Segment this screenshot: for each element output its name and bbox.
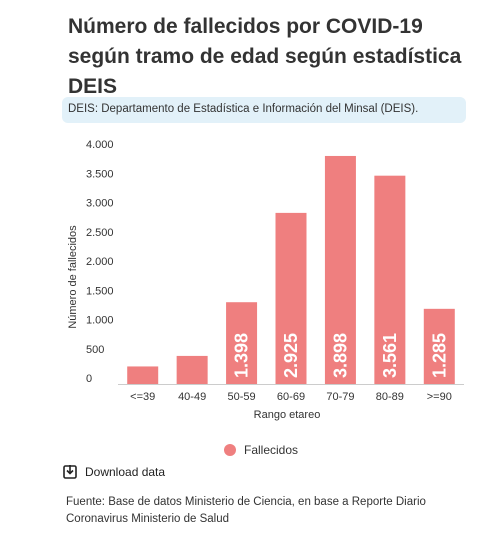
chart-title: Número de fallecidos por COVID-19 según … [68, 15, 462, 98]
bar[interactable] [423, 308, 455, 384]
bar[interactable] [226, 302, 258, 384]
y-tick-label: 3.500 [86, 168, 114, 180]
y-tick-label: 3.000 [86, 198, 114, 210]
y-tick-label: 4.000 [86, 139, 114, 151]
download-icon [63, 465, 77, 479]
bar-data-label: 1.285 [429, 333, 449, 378]
bar[interactable] [324, 155, 356, 384]
x-tick-label: 80-89 [376, 391, 404, 403]
y-tick-label: 500 [86, 344, 104, 356]
bar-data-label: 2.925 [281, 333, 301, 378]
x-tick-label: 60-69 [277, 391, 305, 403]
y-axis-label: Número de fallecidos [67, 225, 79, 329]
legend-label: Fallecidos [244, 443, 299, 457]
bar[interactable] [374, 175, 406, 384]
bar-data-label: 3.561 [380, 333, 400, 378]
y-axis-ticks: 0 500 1.000 1.500 2.000 2.500 3.000 3.500 4.000 [86, 139, 114, 385]
source-text: Fuente: Base de datos Ministerio de Cien… [66, 496, 426, 525]
bar-labels-group: 1.398 2.925 3.898 3.561 1.285 [232, 333, 450, 378]
legend[interactable]: Fallecidos [224, 443, 298, 457]
bar[interactable] [176, 355, 208, 384]
download-data-button[interactable]: Download data [63, 465, 165, 479]
y-tick-label: 0 [86, 373, 92, 385]
bar-data-label: 3.898 [330, 333, 350, 378]
y-tick-label: 1.000 [86, 315, 114, 327]
download-label: Download data [85, 465, 166, 479]
legend-swatch [224, 444, 236, 456]
bar[interactable] [275, 212, 307, 384]
x-tick-label: 70-79 [326, 391, 354, 403]
source-note: DEIS: Departamento de Estadística e Info… [62, 97, 466, 123]
bar-data-label: 1.398 [232, 333, 252, 378]
x-tick-label: <=39 [130, 391, 155, 403]
bars-group [127, 155, 455, 384]
bar-chart: 05001.0001.5002.0002.5003.0003.5004.000 … [67, 139, 464, 421]
y-tick-label: 2.000 [86, 256, 114, 268]
x-tick-label: 50-59 [228, 391, 256, 403]
y-tick-label: 2.500 [86, 227, 114, 239]
bar[interactable] [127, 366, 159, 384]
y-tick-label: 1.500 [86, 285, 114, 297]
x-tick-label: 40-49 [178, 391, 206, 403]
x-tick-label: >=90 [427, 391, 452, 403]
x-axis-label: Rango etareo [254, 409, 321, 421]
x-axis-ticks: <=39 40-49 50-59 60-69 70-79 80-89 >=90 [130, 391, 452, 403]
